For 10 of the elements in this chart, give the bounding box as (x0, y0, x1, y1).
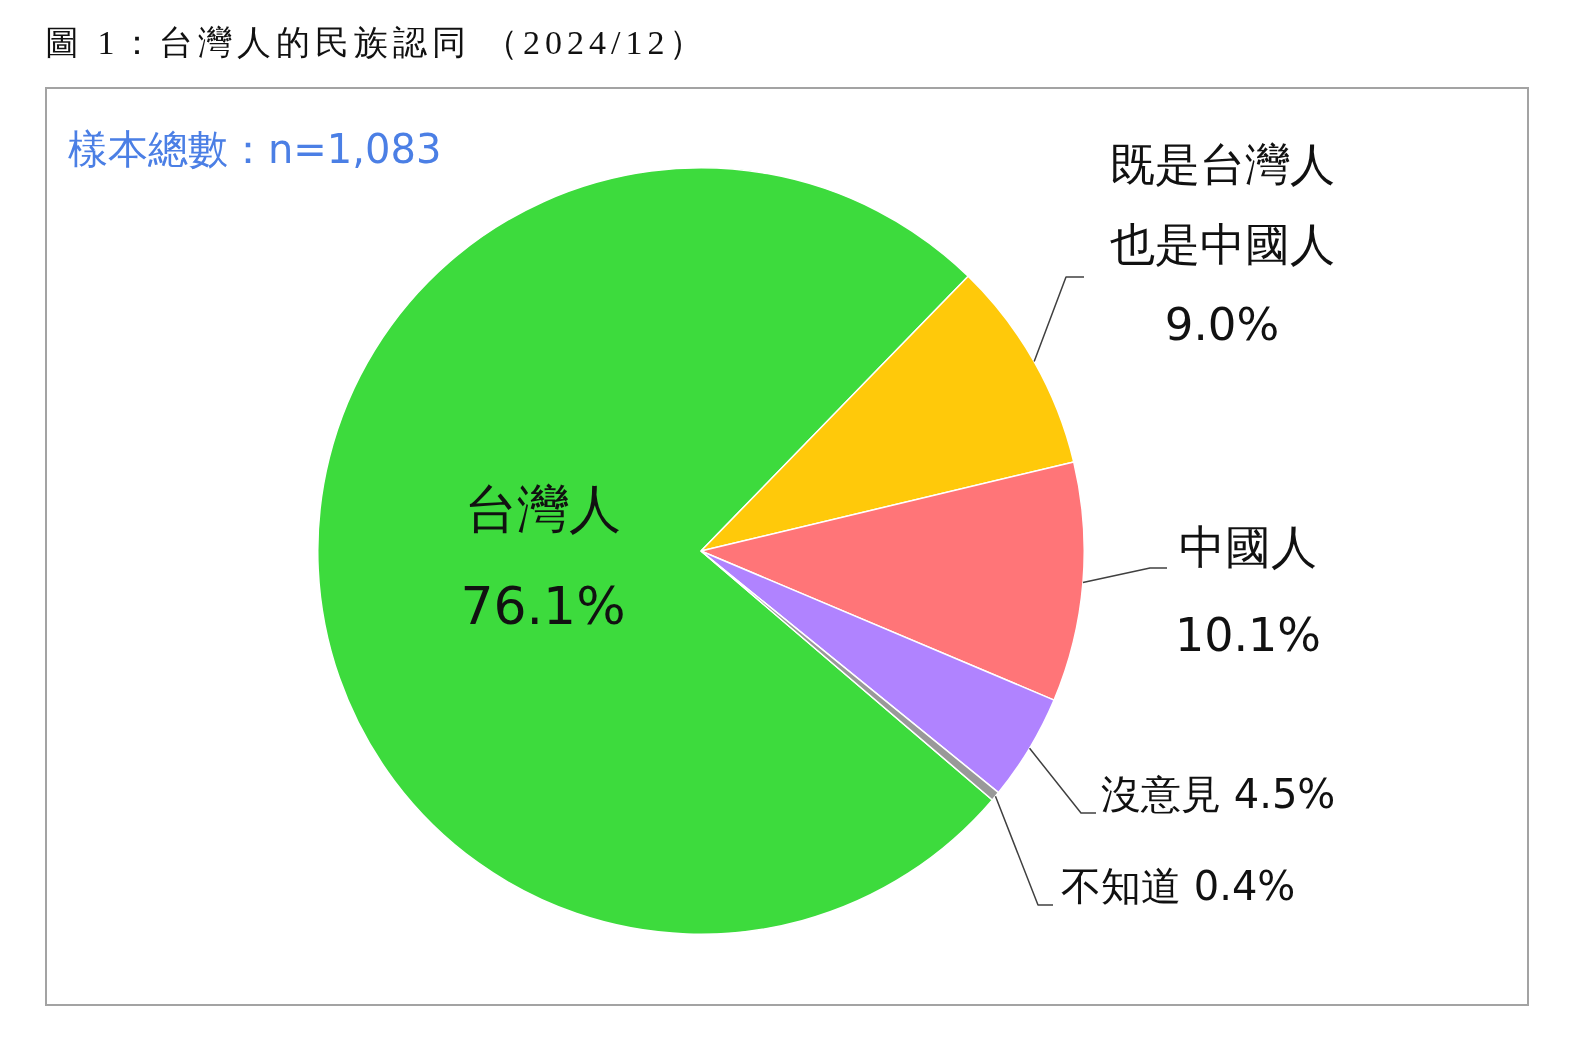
slice-label: 既是台灣人也是中國人 (1109, 137, 1335, 271)
slice-label: 沒意見 4.5% (1101, 771, 1336, 818)
data-label: 76.1% (460, 575, 626, 636)
data-label: 10.1% (1174, 607, 1322, 662)
text: 樣本總數：n=1,083 (68, 125, 442, 174)
chart-title: 圖 1：台灣人的民族認同 （2024/12） (45, 23, 709, 63)
slice-label: 不知道 0.4% (1061, 863, 1296, 910)
data-label: 9.0% (1164, 297, 1280, 351)
slice-label: 台灣人 (465, 478, 621, 539)
slice-label: 中國人 (1179, 519, 1317, 574)
